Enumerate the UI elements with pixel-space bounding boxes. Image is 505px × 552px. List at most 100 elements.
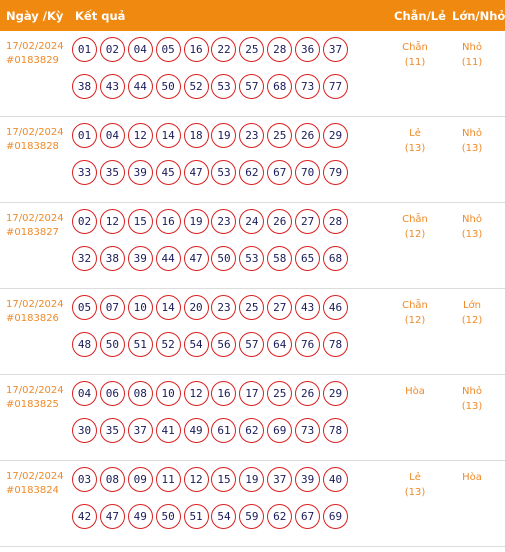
draw-info: 17/02/2024 #0183827: [6, 212, 64, 240]
number-ball: 38: [99, 246, 125, 271]
number-row: 33 35 39 45 47 53 62 67 70 79: [72, 160, 362, 188]
number-ball: 08: [99, 467, 125, 492]
size-count: (13): [461, 229, 483, 240]
number-ball: 01: [72, 123, 97, 148]
number-ball: 23: [239, 123, 265, 148]
number-ball: 02: [99, 37, 125, 62]
number-ball: 23: [211, 209, 237, 234]
number-ball: 56: [211, 332, 237, 357]
number-ball: 33: [72, 160, 97, 185]
number-ball: 48: [72, 332, 97, 357]
size-count: (11): [461, 57, 483, 68]
size-count: (13): [461, 143, 483, 154]
draw-date: 17/02/2024: [6, 299, 64, 310]
number-row: 01 02 04 05 16 22 25 28 36 37: [72, 37, 362, 65]
parity-label: Chẵn: [402, 214, 428, 225]
table-row: 17/02/2024 #0183829 01 02 04 05 16 22 25 28 36 37 38…: [0, 31, 505, 117]
number-ball: 39: [127, 246, 153, 271]
draw-date: 17/02/2024: [6, 213, 64, 224]
number-ball: 51: [183, 504, 209, 529]
number-ball: 25: [239, 37, 265, 62]
table-row: 17/02/2024 #0183826 05 07 10 14 20 23 25 27 43 46 48…: [0, 289, 505, 375]
size-result: Nhỏ (13): [452, 126, 492, 156]
number-ball: 37: [323, 37, 349, 62]
number-ball: 78: [323, 332, 349, 357]
number-ball: 23: [211, 295, 237, 320]
number-ball: 19: [211, 123, 237, 148]
number-ball: 46: [323, 295, 349, 320]
number-ball: 62: [267, 504, 293, 529]
number-ball: 19: [183, 209, 209, 234]
number-ball: 37: [267, 467, 293, 492]
number-ball: 35: [99, 160, 125, 185]
number-ball: 05: [155, 37, 181, 62]
parity-count: (11): [404, 57, 426, 68]
size-label: Nhỏ: [462, 386, 482, 397]
number-row: 01 04 12 14 18 19 23 25 26 29: [72, 123, 362, 151]
number-ball: 10: [127, 295, 153, 320]
number-ball: 35: [99, 418, 125, 443]
number-ball: 50: [211, 246, 237, 271]
parity-count: (12): [404, 315, 426, 326]
number-ball: 54: [211, 504, 237, 529]
number-ball: 62: [239, 418, 265, 443]
number-ball: 50: [155, 504, 181, 529]
draw-id: #0183824: [6, 485, 59, 496]
number-ball: 12: [127, 123, 153, 148]
number-ball: 67: [267, 160, 293, 185]
parity-result: Hòa: [395, 384, 435, 399]
number-ball: 12: [183, 381, 209, 406]
parity-label: Chẵn: [402, 42, 428, 53]
number-ball: 79: [323, 160, 349, 185]
number-ball: 16: [183, 37, 209, 62]
number-ball: 18: [183, 123, 209, 148]
number-row: 02 12 15 16 19 23 24 26 27 28: [72, 209, 362, 237]
number-ball: 36: [295, 37, 321, 62]
size-result: Nhỏ (11): [452, 40, 492, 70]
draw-info: 17/02/2024 #0183828: [6, 126, 64, 154]
number-ball: 16: [155, 209, 181, 234]
number-ball: 59: [239, 504, 265, 529]
draw-id: #0183828: [6, 141, 59, 152]
number-row: 38 43 44 50 52 53 57 68 73 77: [72, 74, 362, 102]
draw-id: #0183826: [6, 313, 59, 324]
parity-result: Chẵn (11): [395, 40, 435, 70]
draw-info: 17/02/2024 #0183826: [6, 298, 64, 326]
number-ball: 05: [72, 295, 97, 320]
number-ball: 44: [127, 74, 153, 99]
number-row: 05 07 10 14 20 23 25 27 43 46: [72, 295, 362, 323]
number-ball: 29: [323, 123, 349, 148]
number-ball: 43: [99, 74, 125, 99]
table-row: 17/02/2024 #0183827 02 12 15 16 19 23 24 26 27 28 32…: [0, 203, 505, 289]
draw-info: 17/02/2024 #0183829: [6, 40, 64, 68]
number-ball: 22: [211, 37, 237, 62]
size-result: Hòa: [452, 470, 492, 485]
draw-date: 17/02/2024: [6, 127, 64, 138]
table-row: 17/02/2024 #0183825 04 06 08 10 12 16 17 25 26 29 30…: [0, 375, 505, 461]
header-size: Lớn/Nhỏ: [452, 9, 505, 23]
parity-result: Chẵn (12): [395, 298, 435, 328]
parity-label: Lẻ: [409, 472, 421, 483]
number-ball: 57: [239, 332, 265, 357]
header-parity: Chẵn/Lẻ: [394, 9, 446, 23]
draw-date: 17/02/2024: [6, 385, 64, 396]
number-ball: 37: [127, 418, 153, 443]
number-ball: 61: [211, 418, 237, 443]
number-ball: 40: [323, 467, 349, 492]
number-ball: 12: [99, 209, 125, 234]
number-ball: 68: [323, 246, 349, 271]
result-numbers: 05 07 10 14 20 23 25 27 43 46 48 50 51 52 54 56 57 64 76 78: [72, 295, 362, 369]
size-result: Nhỏ (13): [452, 384, 492, 414]
table-row: 17/02/2024 #0183828 01 04 12 14 18 19 23 25 26 29 33…: [0, 117, 505, 203]
parity-count: (12): [404, 229, 426, 240]
result-numbers: 01 02 04 05 16 22 25 28 36 37 38 43 44 50 52 53 57 68 73 77: [72, 37, 362, 111]
number-ball: 39: [127, 160, 153, 185]
number-ball: 62: [239, 160, 265, 185]
draw-id: #0183829: [6, 55, 59, 66]
number-ball: 52: [183, 74, 209, 99]
number-ball: 53: [211, 160, 237, 185]
number-ball: 76: [295, 332, 321, 357]
number-ball: 12: [183, 467, 209, 492]
parity-count: (13): [404, 143, 426, 154]
